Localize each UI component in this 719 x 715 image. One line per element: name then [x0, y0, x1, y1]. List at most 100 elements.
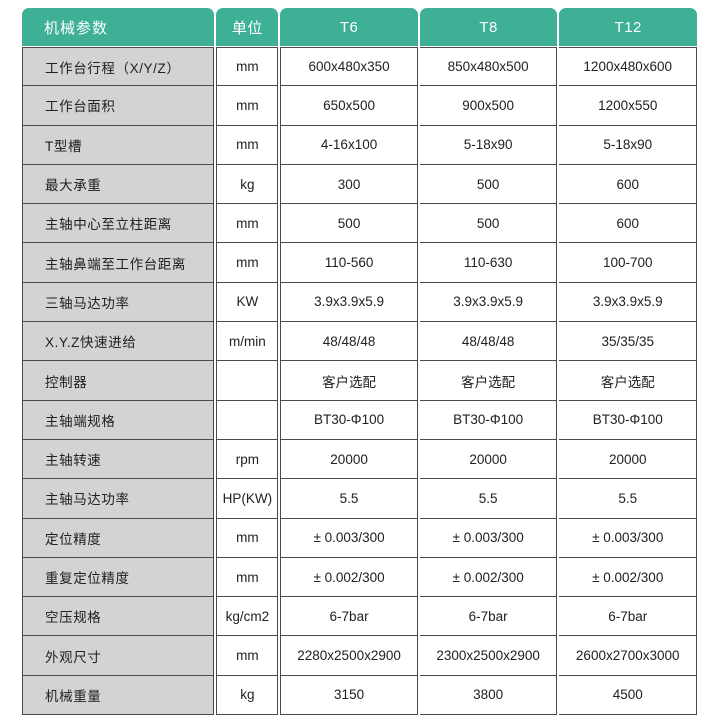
- cell-parameter-label: 外观尺寸: [22, 636, 215, 676]
- cell-parameter-label: 工作台行程（X/Y/Z）: [22, 47, 215, 87]
- cell-parameter-label: 主轴转速: [22, 439, 215, 480]
- cell-value-t12: 20000: [559, 439, 698, 480]
- table-row: 重复定位精度 mm ± 0.002/300 ± 0.002/300 ± 0.002/30…: [22, 557, 698, 598]
- table-row: 主轴端规格 BT30-Φ100 BT30-Φ100 BT30-Φ100: [22, 400, 698, 440]
- table-row: T型槽 mm 4-16x100 5-18x90 5-18x90: [22, 125, 698, 165]
- cell-parameter-label: 最大承重: [22, 164, 215, 205]
- cell-unit: mm: [216, 204, 279, 244]
- table-row: 机械重量 kg 3150 3800 4500: [22, 675, 698, 715]
- cell-value-t12: ± 0.002/300: [559, 557, 698, 598]
- table-row: 主轴鼻端至工作台距离 mm 110-560 110-630 100-700: [22, 243, 698, 283]
- cell-value-t12: 100-700: [559, 243, 698, 283]
- cell-parameter-label: 主轴端规格: [22, 400, 215, 440]
- table-row: 定位精度 mm ± 0.003/300 ± 0.003/300 ± 0.003/300: [22, 518, 698, 558]
- cell-value-t6: 6-7bar: [280, 597, 418, 637]
- cell-unit: KW: [216, 282, 279, 323]
- cell-parameter-label: 重复定位精度: [22, 557, 215, 598]
- cell-value-t6: 500: [280, 204, 418, 244]
- cell-unit: mm: [216, 125, 279, 165]
- cell-value-t8: ± 0.003/300: [419, 518, 558, 558]
- cell-value-t8: 850x480x500: [419, 47, 558, 87]
- cell-value-t6: 3.9x3.9x5.9: [280, 282, 418, 323]
- cell-value-t6: ± 0.003/300: [280, 518, 418, 558]
- cell-parameter-label: 主轴鼻端至工作台距离: [22, 243, 215, 283]
- cell-parameter-label: 三轴马达功率: [22, 282, 215, 323]
- table-row: 主轴中心至立柱距离 mm 500 500 600: [22, 204, 698, 244]
- cell-value-t8: 110-630: [419, 243, 558, 283]
- cell-value-t8: 48/48/48: [419, 322, 558, 362]
- cell-value-t12: 1200x480x600: [559, 47, 698, 87]
- cell-unit: mm: [216, 557, 279, 598]
- column-header-t6: T6: [280, 8, 418, 46]
- cell-value-t12: 5-18x90: [559, 125, 698, 165]
- cell-value-t12: 3.9x3.9x5.9: [559, 282, 698, 323]
- cell-value-t8: 900x500: [419, 86, 558, 126]
- cell-unit: mm: [216, 86, 279, 126]
- table-row: X.Y.Z快速进给 m/min 48/48/48 48/48/48 35/35/35: [22, 322, 698, 362]
- table-row: 控制器 客户选配 客户选配 客户选配: [22, 361, 698, 401]
- cell-value-t6: 48/48/48: [280, 322, 418, 362]
- cell-value-t6: 650x500: [280, 86, 418, 126]
- cell-value-t12: 600: [559, 204, 698, 244]
- cell-value-t8: 2300x2500x2900: [419, 636, 558, 676]
- cell-unit: mm: [216, 518, 279, 558]
- cell-value-t12: 4500: [559, 675, 698, 715]
- cell-value-t8: 20000: [419, 439, 558, 480]
- cell-parameter-label: X.Y.Z快速进给: [22, 322, 215, 362]
- table-body: 工作台行程（X/Y/Z） mm 600x480x350 850x480x500 1200…: [22, 47, 698, 715]
- cell-value-t8: 6-7bar: [419, 597, 558, 637]
- cell-unit: mm: [216, 243, 279, 283]
- table-row: 工作台面积 mm 650x500 900x500 1200x550: [22, 86, 698, 126]
- cell-parameter-label: T型槽: [22, 125, 215, 165]
- cell-parameter-label: 机械重量: [22, 675, 215, 715]
- cell-value-t8: ± 0.002/300: [419, 557, 558, 598]
- table-row: 空压规格 kg/cm2 6-7bar 6-7bar 6-7bar: [22, 597, 698, 637]
- cell-value-t8: 3.9x3.9x5.9: [419, 282, 558, 323]
- cell-parameter-label: 工作台面积: [22, 86, 215, 126]
- cell-value-t8: 5.5: [419, 479, 558, 519]
- cell-unit: mm: [216, 47, 279, 87]
- table-row: 主轴马达功率 HP(KW) 5.5 5.5 5.5: [22, 479, 698, 519]
- table-row: 工作台行程（X/Y/Z） mm 600x480x350 850x480x500 1200…: [22, 47, 698, 87]
- column-header-t8: T8: [419, 8, 558, 46]
- cell-value-t6: ± 0.002/300: [280, 557, 418, 598]
- cell-value-t8: 3800: [419, 675, 558, 715]
- cell-value-t8: 500: [419, 164, 558, 205]
- cell-value-t8: 客户选配: [419, 361, 558, 401]
- cell-value-t6: 2280x2500x2900: [280, 636, 418, 676]
- cell-parameter-label: 主轴中心至立柱距离: [22, 204, 215, 244]
- cell-value-t12: ± 0.003/300: [559, 518, 698, 558]
- cell-value-t12: 35/35/35: [559, 322, 698, 362]
- cell-value-t6: 3150: [280, 675, 418, 715]
- table-row: 外观尺寸 mm 2280x2500x2900 2300x2500x2900 2600x2…: [22, 636, 698, 676]
- cell-value-t6: 110-560: [280, 243, 418, 283]
- cell-unit: HP(KW): [216, 479, 279, 519]
- cell-unit: m/min: [216, 322, 279, 362]
- cell-unit: [216, 361, 279, 401]
- cell-parameter-label: 控制器: [22, 361, 215, 401]
- cell-value-t12: 600: [559, 164, 698, 205]
- table-header-row: 机械参数 单位 T6 T8 T12: [22, 8, 698, 46]
- cell-unit: [216, 400, 279, 440]
- cell-value-t12: 2600x2700x3000: [559, 636, 698, 676]
- cell-parameter-label: 空压规格: [22, 597, 215, 637]
- cell-value-t6: 4-16x100: [280, 125, 418, 165]
- cell-unit: kg/cm2: [216, 597, 279, 637]
- cell-parameter-label: 主轴马达功率: [22, 479, 215, 519]
- cell-unit: kg: [216, 164, 279, 205]
- cell-value-t6: 600x480x350: [280, 47, 418, 87]
- cell-unit: rpm: [216, 439, 279, 480]
- column-header-unit: 单位: [216, 8, 279, 46]
- cell-value-t12: BT30-Φ100: [559, 400, 698, 440]
- cell-value-t6: 20000: [280, 439, 418, 480]
- machine-specification-table: 机械参数 单位 T6 T8 T12 工作台行程（X/Y/Z） mm 600x480x…: [22, 8, 698, 715]
- cell-value-t8: 5-18x90: [419, 125, 558, 165]
- cell-value-t6: BT30-Φ100: [280, 400, 418, 440]
- column-header-parameter: 机械参数: [22, 8, 215, 46]
- cell-value-t12: 5.5: [559, 479, 698, 519]
- column-header-t12: T12: [559, 8, 698, 46]
- cell-value-t8: 500: [419, 204, 558, 244]
- table-row: 最大承重 kg 300 500 600: [22, 164, 698, 205]
- cell-value-t6: 5.5: [280, 479, 418, 519]
- cell-unit: mm: [216, 636, 279, 676]
